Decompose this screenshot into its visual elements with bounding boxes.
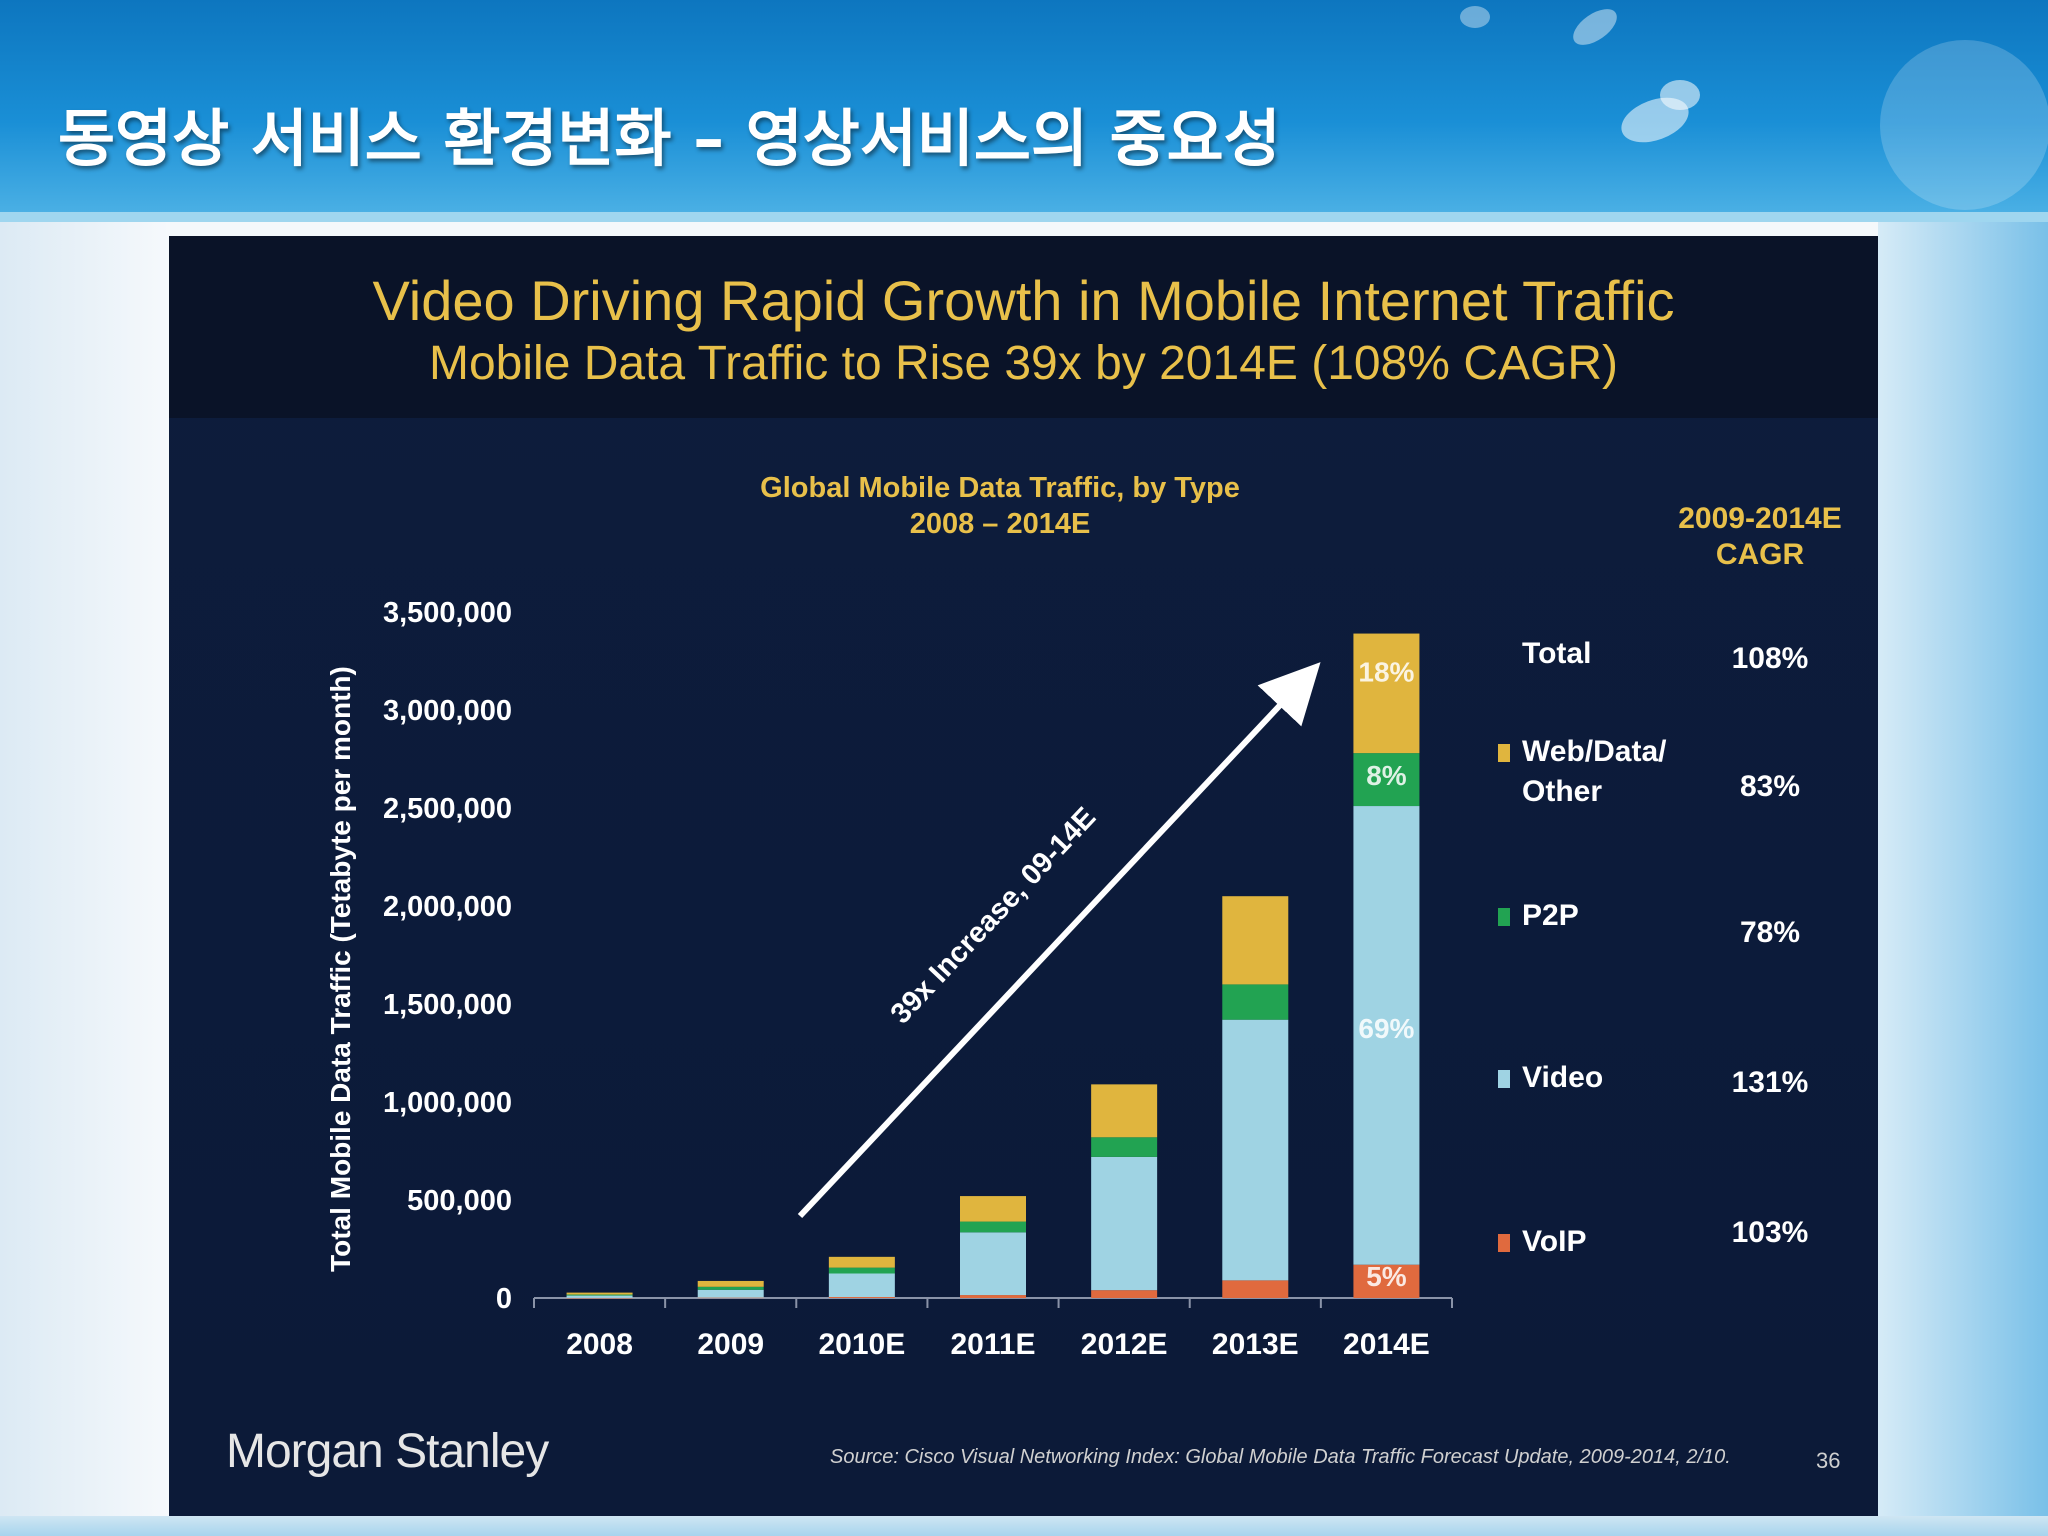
morgan-stanley-logo: Morgan Stanley — [226, 1425, 549, 1478]
bar-video-2014e — [1353, 806, 1420, 1265]
bar-p2p-2011e — [960, 1221, 1026, 1233]
x-tick-label: 2011E — [950, 1328, 1035, 1361]
background-right — [1878, 222, 2048, 1536]
bar-voip-2010e — [828, 1297, 895, 1298]
growth-arrow — [797, 662, 1321, 1219]
bottom-bar — [0, 1516, 2048, 1536]
bar-web-data-other-2009 — [697, 1280, 764, 1287]
bar-video-2012e — [1091, 1156, 1158, 1291]
x-tick-label: 2012E — [1081, 1328, 1168, 1361]
decor-blob-5 — [1880, 40, 2048, 210]
growth-annotation: 39x Increase, 09-14E — [885, 801, 1103, 1030]
cagr-video: 131% — [1731, 1066, 1809, 1099]
legend-swatch-p2p — [1498, 908, 1510, 926]
cagr-web: 83% — [1739, 770, 1801, 803]
cagr-header-line1: 2009-2014E — [1678, 502, 1842, 535]
legend-swatch-video — [1498, 1070, 1510, 1088]
chart-title: Global Mobile Data Traffic, by Type — [760, 472, 1240, 504]
legend-swatch-voip — [1498, 1234, 1510, 1252]
bar-web-data-other-2012e — [1091, 1084, 1158, 1138]
y-tick-label: 2,000,000 — [383, 891, 512, 923]
legend-swatch-web — [1498, 744, 1510, 762]
slide-title: 동영상 서비스 환경변화 – 영상서비스의 중요성 — [58, 102, 1281, 175]
data-label: 8% — [1366, 760, 1407, 791]
legend-p2p-label: P2P — [1522, 899, 1579, 932]
bar-video-2013e — [1222, 1019, 1289, 1281]
bar-voip-2013e — [1222, 1280, 1289, 1298]
y-axis-label: Total Mobile Data Traffic (Tetabyte per … — [325, 666, 356, 1272]
bar-web-data-other-2014e — [1353, 633, 1420, 754]
bar-web-data-other-2011e — [960, 1196, 1026, 1222]
bar-p2p-2008 — [566, 1294, 633, 1296]
slide-header — [0, 0, 2048, 222]
bar-p2p-2009 — [697, 1286, 764, 1290]
cagr-voip: 103% — [1731, 1216, 1809, 1249]
y-tick-label: 3,000,000 — [383, 695, 512, 727]
y-tick-label: 1,500,000 — [383, 989, 512, 1021]
bar-web-data-other-2008 — [566, 1292, 633, 1295]
cagr-total: 108% — [1731, 642, 1809, 675]
y-tick-label: 3,500,000 — [383, 597, 512, 629]
source-note: Source: Cisco Visual Networking Index: G… — [830, 1446, 1731, 1468]
bar-p2p-2013e — [1222, 984, 1289, 1020]
cagr-header-line2: CAGR — [1715, 538, 1805, 571]
y-tick-label: 2,500,000 — [383, 793, 512, 825]
data-label: 5% — [1366, 1261, 1407, 1292]
data-label: 18% — [1358, 657, 1414, 688]
panel-subtitle: Mobile Data Traffic to Rise 39x by 2014E… — [429, 337, 1618, 390]
legend-web-label-line1: Web/Data/ — [1522, 735, 1667, 768]
bar-web-data-other-2010e — [828, 1256, 895, 1268]
bar-video-2010e — [828, 1273, 895, 1298]
x-tick-label: 2010E — [818, 1328, 905, 1361]
bar-p2p-2012e — [1091, 1137, 1158, 1157]
legend-voip-label: VoIP — [1522, 1225, 1587, 1258]
x-tick-label: 2009 — [697, 1328, 764, 1361]
panel-title: Video Driving Rapid Growth in Mobile Int… — [372, 269, 1675, 332]
decor-blob-2 — [1660, 80, 1700, 110]
bar-video-2008 — [566, 1295, 633, 1298]
y-tick-label: 0 — [496, 1283, 512, 1315]
background-left — [0, 222, 170, 1536]
x-tick-label: 2014E — [1343, 1328, 1430, 1361]
bar-voip-2011e — [960, 1295, 1026, 1298]
bar-video-2009 — [697, 1289, 764, 1298]
y-tick-label: 1,000,000 — [383, 1087, 512, 1119]
data-label: 69% — [1358, 1013, 1414, 1044]
legend-total-label: Total — [1522, 637, 1592, 670]
legend-video-label: Video — [1522, 1061, 1604, 1094]
chart-panel-header — [169, 236, 1878, 418]
y-tick-label: 500,000 — [407, 1185, 512, 1217]
bar-p2p-2014e — [1353, 753, 1420, 807]
chart-subtitle: 2008 – 2014E — [909, 508, 1091, 540]
bar-voip-2014e — [1353, 1264, 1420, 1298]
bar-voip-2012e — [1091, 1290, 1158, 1298]
page-number: 36 — [1816, 1448, 1841, 1473]
chart-panel — [169, 236, 1878, 1516]
bar-p2p-2010e — [828, 1267, 895, 1274]
x-tick-label: 2008 — [566, 1328, 633, 1361]
decor-blob-3 — [1460, 6, 1490, 28]
bar-video-2011e — [960, 1232, 1026, 1296]
x-tick-label: 2013E — [1212, 1328, 1299, 1361]
bar-voip-2009 — [697, 1297, 764, 1299]
header-stripe — [0, 212, 2048, 222]
bar-voip-2008 — [566, 1297, 633, 1299]
bar-web-data-other-2013e — [1222, 896, 1289, 985]
legend-web-label-line2: Other — [1522, 775, 1603, 808]
cagr-p2p: 78% — [1739, 916, 1801, 949]
